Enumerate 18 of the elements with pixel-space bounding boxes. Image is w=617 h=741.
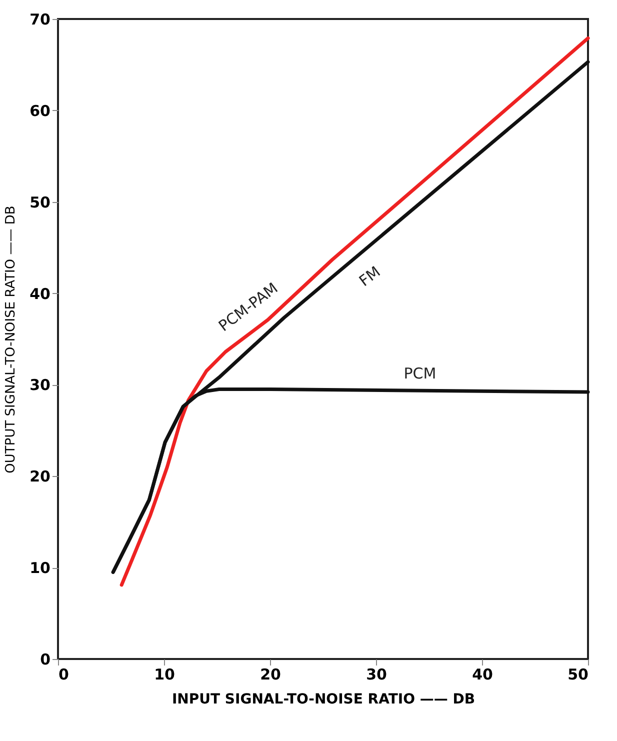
y-axis-title: OUTPUT SIGNAL-TO-NOISE RATIO —— DB xyxy=(4,206,19,474)
y-tick-label: 20 xyxy=(30,468,50,486)
y-tick-label: 30 xyxy=(30,376,50,394)
y-tick-label: 50 xyxy=(30,193,50,212)
y-tick-label: 10 xyxy=(30,559,50,578)
y-tick-label: 60 xyxy=(30,102,50,120)
x-tick-label: 40 xyxy=(472,666,493,684)
y-tick-label: 70 xyxy=(30,10,50,28)
x-tick-label: 50 xyxy=(568,666,588,684)
x-tick-label: 20 xyxy=(260,666,281,684)
x-tick-label: 30 xyxy=(366,666,387,684)
x-tick-label: 0 xyxy=(58,666,69,684)
series-label: PCM xyxy=(404,364,436,382)
y-tick-label: 0 xyxy=(40,650,50,668)
y-tick-label: 40 xyxy=(30,284,50,303)
text: FM xyxy=(356,262,384,290)
x-axis-title: INPUT SIGNAL-TO-NOISE RATIO —— DB xyxy=(172,692,476,708)
x-tick-label: 10 xyxy=(154,666,175,684)
